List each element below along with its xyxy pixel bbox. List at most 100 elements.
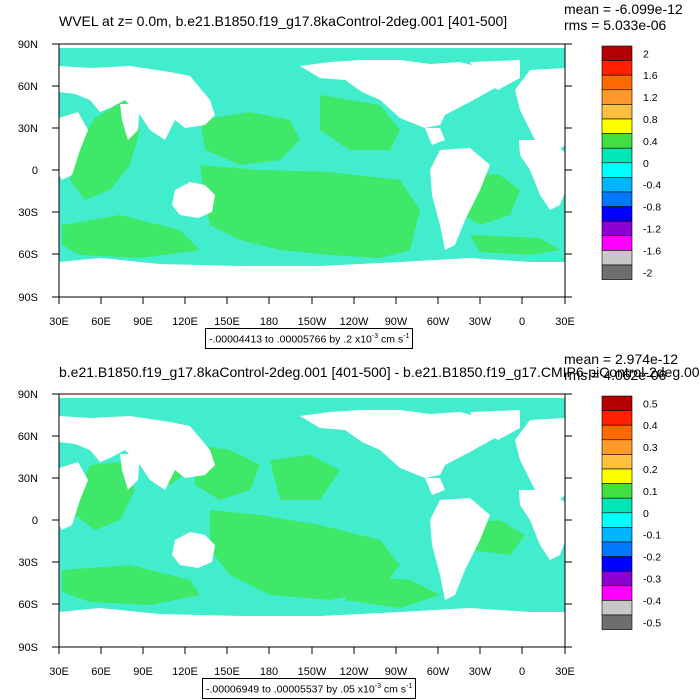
colorbar-label: -1.6 bbox=[643, 245, 661, 257]
panel-1-lat-labels: 90N 60N 30N 0 30S 60S 90S bbox=[18, 39, 38, 304]
colorbar-swatch bbox=[601, 512, 633, 528]
colorbar-swatch bbox=[601, 191, 633, 207]
panel-2-lon-labels: 30E 60E 90E 120E 150E 180 150W 120W 90W … bbox=[49, 666, 575, 678]
colorbar-label: -0.2 bbox=[643, 552, 661, 564]
lat-label: 30N bbox=[18, 473, 38, 485]
panel-1-ticks bbox=[52, 43, 572, 304]
land-masses bbox=[59, 44, 565, 297]
colorbar-swatch bbox=[601, 264, 633, 280]
colorbar-swatch bbox=[601, 220, 633, 237]
colorbar-swatch bbox=[601, 395, 633, 411]
panel-2-rms: rms = 4.062e-06 bbox=[564, 367, 667, 383]
lon-label: 60E bbox=[91, 316, 111, 328]
colorbar-label: 0.4 bbox=[643, 136, 658, 148]
lon-label: 120W bbox=[340, 316, 369, 328]
lat-label: 90S bbox=[18, 642, 38, 654]
lon-label: 30E bbox=[555, 666, 575, 678]
panel-1-map: 90N 60N 30N 0 30S 60S 90S 30E 60E 90E 12… bbox=[18, 39, 661, 328]
colorbar-swatch bbox=[601, 74, 633, 91]
colorbar-label: 0.4 bbox=[643, 420, 658, 432]
colorbar-swatch bbox=[601, 468, 633, 484]
panel-2-map: 90N 60N 30N 0 30S 60S 90S 30E 60E 90E 12… bbox=[18, 389, 661, 678]
colorbar-label: -2 bbox=[643, 267, 652, 279]
colorbar-swatch bbox=[601, 206, 633, 222]
lat-label: 0 bbox=[32, 165, 38, 177]
lon-label: 30E bbox=[555, 316, 575, 328]
lon-label: 30E bbox=[49, 666, 69, 678]
range-units: cm s bbox=[380, 683, 407, 696]
colorbar-label: 0.3 bbox=[643, 442, 658, 454]
panel-1-colorbar: 2 1.6 1.2 0.8 0.4 0 -0.4 -0.8 -1.2 -1.6 -2 bbox=[601, 45, 661, 280]
lat-label: 90N bbox=[18, 39, 38, 51]
range-units-exponent: -1 bbox=[406, 683, 413, 690]
colorbar-swatch bbox=[601, 614, 633, 630]
colorbar-swatch bbox=[601, 133, 633, 149]
colorbar-label: 0.8 bbox=[643, 114, 658, 126]
lon-label: 150W bbox=[298, 316, 327, 328]
lat-label: 90N bbox=[18, 389, 38, 401]
colorbar-swatch bbox=[601, 235, 633, 251]
colorbar-swatch bbox=[601, 89, 633, 105]
colorbar-swatch bbox=[601, 541, 633, 557]
land-masses bbox=[59, 394, 565, 647]
panel-2-mean: mean = 2.974e-12 bbox=[564, 351, 679, 367]
colorbar-swatch bbox=[601, 527, 633, 543]
colorbar-label: -0.4 bbox=[643, 595, 661, 607]
colorbar-swatch bbox=[601, 118, 633, 134]
colorbar-label: 0.5 bbox=[643, 398, 658, 410]
colorbar-label: 0 bbox=[643, 158, 649, 170]
colorbar-label: 0 bbox=[643, 508, 649, 520]
lon-label: 0 bbox=[519, 666, 525, 678]
colorbar-swatch bbox=[601, 600, 633, 616]
range-text: -.00004413 to .00005766 by .2 x10 bbox=[209, 333, 372, 346]
colorbar-swatch bbox=[601, 104, 633, 120]
colorbar-swatch bbox=[601, 585, 633, 601]
lat-label: 90S bbox=[18, 292, 38, 304]
colorbar-label: 0.1 bbox=[643, 486, 658, 498]
colorbar-swatch bbox=[601, 483, 633, 499]
panel-1-rms: rms = 5.033e-06 bbox=[564, 17, 667, 33]
colorbar-swatch bbox=[601, 454, 633, 470]
lon-label: 60W bbox=[427, 666, 450, 678]
panel-2-ticks bbox=[52, 393, 572, 654]
colorbar-label: 1.2 bbox=[643, 92, 658, 104]
lon-label: 90E bbox=[133, 666, 153, 678]
panel-2-lat-labels: 90N 60N 30N 0 30S 60S 90S bbox=[18, 389, 38, 654]
range-exponent: -3 bbox=[371, 333, 379, 340]
colorbar-swatch bbox=[601, 556, 633, 572]
colorbar-label: -0.4 bbox=[643, 180, 661, 192]
panel-1-mean: mean = -6.099e-12 bbox=[564, 1, 683, 17]
colorbar-label: -0.8 bbox=[643, 202, 661, 214]
colorbar-label: 2 bbox=[643, 48, 649, 60]
range-units: cm s bbox=[378, 333, 404, 346]
lon-label: 120E bbox=[172, 666, 198, 678]
panel-1-lon-labels: 30E 60E 90E 120E 150E 180 150W 120W 90W … bbox=[49, 316, 575, 328]
colorbar-label: -1.2 bbox=[643, 224, 661, 236]
colorbar-swatch bbox=[601, 410, 633, 426]
lon-label: 30W bbox=[469, 316, 492, 328]
lon-label: 150W bbox=[298, 666, 327, 678]
colorbar-swatch bbox=[601, 147, 633, 164]
lat-label: 30S bbox=[18, 557, 38, 569]
lon-label: 180 bbox=[260, 666, 278, 678]
range-exponent: -3 bbox=[374, 683, 381, 690]
panel-1-title: WVEL at z= 0.0m, b.e21.B1850.f19_g17.8ka… bbox=[59, 13, 508, 29]
panel-1-plot-area bbox=[58, 43, 566, 298]
lat-label: 30N bbox=[18, 123, 38, 135]
colorbar-swatch bbox=[601, 250, 633, 266]
colorbar-label: -0.1 bbox=[643, 530, 661, 542]
lon-label: 30E bbox=[49, 316, 69, 328]
colorbar-label: 1.6 bbox=[643, 70, 658, 82]
lon-label: 0 bbox=[519, 316, 525, 328]
colorbar-swatch bbox=[601, 570, 633, 587]
colorbar-label: 0.2 bbox=[643, 464, 658, 476]
colorbar-swatch bbox=[601, 45, 633, 61]
lon-label: 30W bbox=[469, 666, 492, 678]
lon-label: 120W bbox=[340, 666, 369, 678]
range-text: -.00006949 to .00005537 by .05 x10 bbox=[206, 683, 375, 696]
panel-2-contour-info: -.00006949 to .00005537 by .05 x10-3 cm … bbox=[202, 678, 417, 699]
colorbar-swatch bbox=[601, 424, 633, 441]
colorbar-label: -0.3 bbox=[643, 574, 661, 586]
colorbar-swatch bbox=[601, 162, 633, 178]
colorbar-swatch bbox=[601, 177, 633, 193]
